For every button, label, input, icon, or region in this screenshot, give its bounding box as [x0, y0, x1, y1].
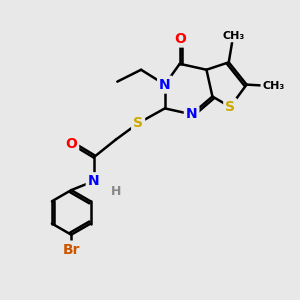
Text: CH₃: CH₃: [262, 81, 284, 91]
Text: CH₃: CH₃: [222, 31, 244, 40]
Text: N: N: [88, 174, 99, 188]
Text: H: H: [111, 185, 121, 198]
Text: S: S: [225, 100, 235, 114]
Text: O: O: [65, 137, 77, 151]
Text: Br: Br: [62, 243, 80, 256]
Text: N: N: [186, 107, 197, 121]
Text: S: S: [133, 116, 143, 130]
Text: O: O: [174, 32, 186, 46]
Text: N: N: [159, 78, 171, 92]
